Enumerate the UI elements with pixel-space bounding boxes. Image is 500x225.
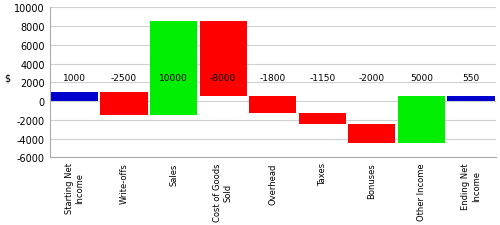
Y-axis label: $: $ — [4, 73, 10, 83]
Bar — [448, 97, 494, 102]
Text: -2000: -2000 — [359, 74, 385, 83]
Bar — [200, 22, 246, 97]
Text: -1800: -1800 — [260, 74, 286, 83]
Text: 5000: 5000 — [410, 74, 433, 83]
Text: 550: 550 — [462, 74, 479, 83]
Text: -1150: -1150 — [309, 74, 336, 83]
Bar — [398, 97, 445, 143]
Text: -8000: -8000 — [210, 74, 236, 83]
Bar — [51, 92, 98, 102]
Text: -2500: -2500 — [111, 74, 137, 83]
Text: 1000: 1000 — [63, 74, 86, 83]
Bar — [348, 125, 396, 143]
Text: 10000: 10000 — [159, 74, 188, 83]
Bar — [100, 92, 148, 116]
Bar — [150, 22, 197, 116]
Bar — [299, 114, 346, 125]
Bar — [249, 97, 296, 114]
